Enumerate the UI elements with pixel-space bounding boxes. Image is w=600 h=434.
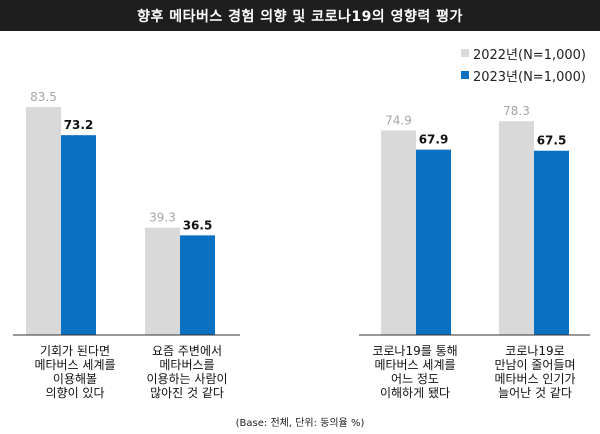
data-label-2023-3: 67.9 xyxy=(419,133,449,147)
bar-2022-1 xyxy=(26,107,61,335)
chart-title: 향후 메타버스 경험 의향 및 코로나19의 영향력 평가 xyxy=(0,0,600,31)
category-label-1: 기회가 된다면 메타버스 세계를 이용해볼 의향이 있다 xyxy=(34,344,116,400)
legend-swatch-2023 xyxy=(460,71,469,79)
bar-2022-3 xyxy=(381,130,416,335)
data-label-2023-4: 67.5 xyxy=(537,134,567,148)
bar-2023-2 xyxy=(180,235,215,335)
footnote: (Base: 전체, 단위: 동의율 %) xyxy=(235,418,365,429)
category-label-4: 코로나19로 만남이 줄어들며 메타버스 인기가 늘어난 것 같다 xyxy=(494,344,576,400)
bar-2022-4 xyxy=(499,121,534,335)
legend-swatch-2022 xyxy=(460,49,469,57)
category-label-2: 요즘 주변에서 메타버스를 이용하는 사람이 많아진 것 같다 xyxy=(146,344,228,400)
bar-2023-3 xyxy=(416,149,451,335)
legend: 2022년(N=1,000) 2023년(N=1,000) xyxy=(460,42,586,86)
data-label-2023-1: 73.2 xyxy=(64,118,94,132)
data-label-2022-4: 78.3 xyxy=(503,104,530,118)
legend-item-2022: 2022년(N=1,000) xyxy=(460,42,586,64)
category-label-3: 코로나19를 통해 메타버스 세계를 어느 정도 이해하게 됐다 xyxy=(372,344,458,400)
legend-item-2023: 2023년(N=1,000) xyxy=(460,64,586,86)
bar-2023-4 xyxy=(534,150,569,335)
legend-label-2022: 2022년(N=1,000) xyxy=(472,47,586,63)
data-label-2022-3: 74.9 xyxy=(385,114,412,128)
legend-label-2023: 2023년(N=1,000) xyxy=(472,69,586,85)
data-label-2022-2: 39.3 xyxy=(149,211,176,225)
bar-2022-2 xyxy=(145,227,180,335)
data-label-2022-1: 83.5 xyxy=(30,90,57,104)
bar-2023-1 xyxy=(61,135,96,335)
data-label-2023-2: 36.5 xyxy=(183,218,213,232)
